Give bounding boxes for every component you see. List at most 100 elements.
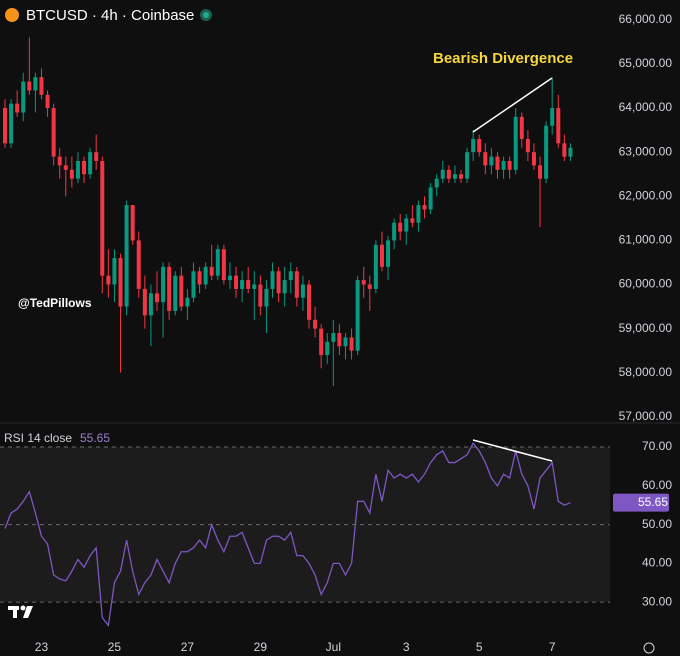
- btc-icon: [5, 8, 19, 22]
- candle-body: [556, 108, 561, 144]
- candle-body: [3, 108, 7, 144]
- settings-icon[interactable]: [643, 642, 655, 654]
- candle-body: [276, 271, 281, 294]
- candle-body: [404, 218, 409, 232]
- divergence-line: [472, 439, 553, 462]
- candle-body: [386, 240, 391, 267]
- candle-body: [112, 258, 117, 285]
- candle-body: [489, 156, 494, 166]
- candle-body: [471, 138, 476, 153]
- annotation: Bearish Divergence: [433, 50, 573, 67]
- candle-body: [240, 280, 245, 289]
- plot: [0, 37, 610, 628]
- candle-body: [367, 284, 372, 289]
- candle-body: [270, 271, 275, 289]
- candle-body: [63, 165, 68, 170]
- candle-body: [349, 337, 354, 351]
- candle-body: [392, 222, 397, 241]
- rsi-title: RSI 14 close: [4, 431, 72, 445]
- candle-body: [136, 240, 141, 289]
- candle-body: [227, 275, 232, 281]
- candle-body: [106, 275, 111, 285]
- candle-body: [258, 284, 263, 307]
- candle-body: [75, 160, 80, 179]
- y-tick-label: 63,000.00: [619, 144, 673, 158]
- candle-body: [124, 205, 129, 307]
- candle-body: [246, 280, 251, 289]
- candle-body: [234, 275, 239, 289]
- candle-body: [215, 249, 220, 276]
- candle-body: [288, 271, 293, 281]
- candle-body: [337, 333, 342, 347]
- candle-body: [209, 266, 214, 276]
- y-tick-label: 50.00: [642, 517, 672, 531]
- watermark: @TedPillows: [18, 296, 92, 310]
- candle-body: [264, 288, 269, 307]
- candle-body: [130, 205, 135, 241]
- candle-body: [167, 266, 172, 311]
- candle-body: [483, 152, 488, 166]
- candle-body: [15, 103, 20, 113]
- candle-body: [355, 280, 360, 351]
- y-tick-label: 60.00: [642, 478, 672, 492]
- candle-body: [459, 174, 463, 179]
- candle-body: [21, 81, 26, 113]
- candle-body: [142, 288, 147, 316]
- status-dot-inner: [203, 12, 209, 18]
- rsi-line: [4, 441, 571, 628]
- candle-body: [379, 244, 384, 267]
- candle-body: [69, 169, 74, 179]
- candle-body: [197, 271, 202, 285]
- x-tick-label: 23: [35, 640, 49, 654]
- candle-body: [252, 284, 257, 289]
- candle-body: [45, 94, 50, 109]
- y-tick-label: 70.00: [642, 439, 672, 453]
- y-tick-label: 58,000.00: [619, 365, 673, 379]
- rsi-value: 55.65: [80, 431, 110, 445]
- candle-body: [428, 187, 433, 210]
- candle-body: [300, 284, 305, 298]
- candle-body: [501, 160, 506, 170]
- candle-body: [94, 152, 99, 161]
- candle-body: [57, 156, 62, 166]
- candle-body: [179, 275, 184, 307]
- x-tick-label: 7: [549, 640, 556, 654]
- candle-body: [51, 108, 56, 157]
- candle-body: [33, 77, 38, 91]
- candle-body: [531, 152, 536, 166]
- candle-body: [173, 275, 178, 311]
- candle-body: [82, 160, 87, 175]
- candle-body: [422, 205, 427, 210]
- candle-body: [507, 160, 512, 170]
- candle-body: [191, 271, 196, 298]
- x-tick-label: 3: [403, 640, 410, 654]
- candle-body: [538, 165, 543, 179]
- candle-body: [39, 77, 44, 95]
- candle-body: [185, 297, 190, 307]
- candle-body: [319, 328, 324, 356]
- candle-body: [544, 125, 549, 179]
- y-tick-label: 66,000.00: [619, 12, 673, 26]
- candle-body: [477, 138, 482, 153]
- candle-body: [27, 81, 32, 91]
- candle-body: [550, 108, 555, 126]
- x-tick-label: 25: [108, 640, 122, 654]
- candle-body: [373, 244, 378, 289]
- candle-body: [440, 169, 445, 179]
- candle-body: [307, 284, 311, 320]
- y-tick-label: 61,000.00: [619, 233, 673, 247]
- y-tick-label: 64,000.00: [619, 100, 673, 114]
- candle-body: [361, 280, 366, 285]
- x-tick-label: Jul: [326, 640, 341, 654]
- tv-logo: [8, 605, 33, 618]
- candle-body: [9, 103, 14, 144]
- candle-body: [513, 116, 518, 170]
- candle-body: [148, 293, 153, 316]
- y-tick-label: 57,000.00: [619, 409, 673, 423]
- candle-body: [294, 271, 299, 298]
- candle-body: [325, 341, 330, 356]
- candle-body: [161, 266, 166, 303]
- rsi-tag: [613, 493, 669, 512]
- candle-body: [221, 249, 226, 281]
